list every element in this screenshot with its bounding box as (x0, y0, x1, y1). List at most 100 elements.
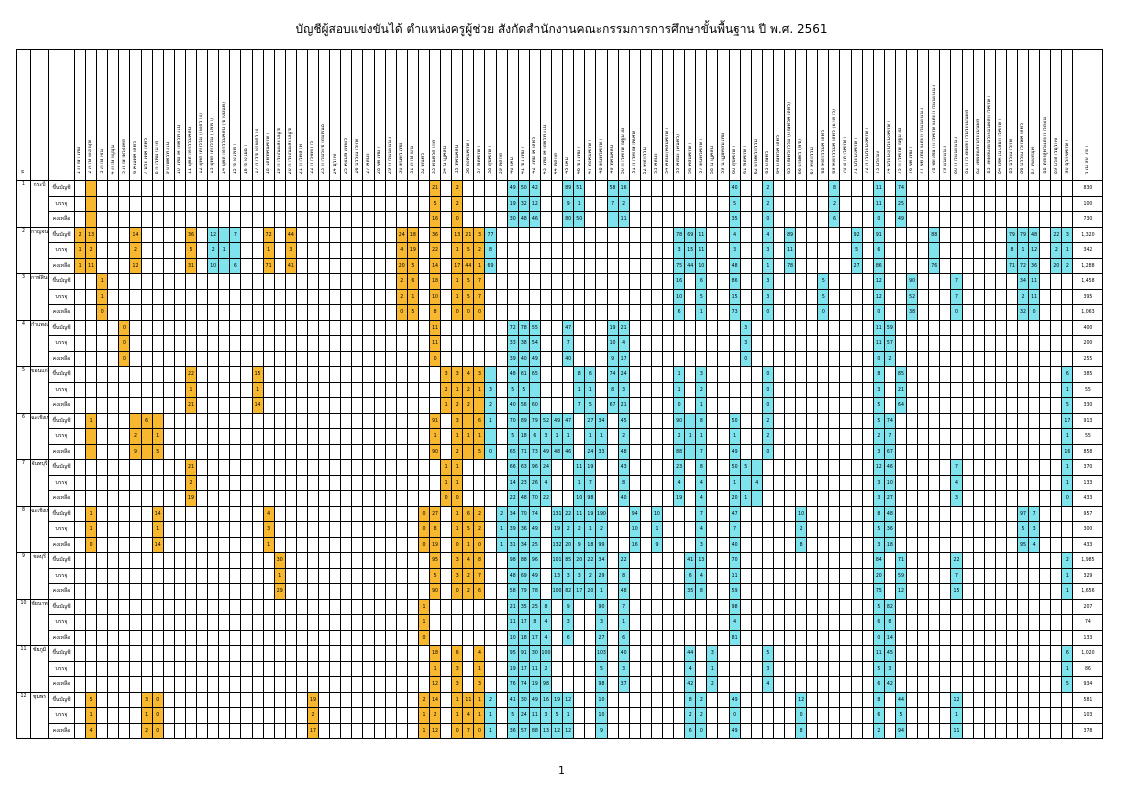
data-cell (628, 242, 641, 259)
data-cell (196, 412, 209, 429)
data-cell: 18 (406, 226, 419, 243)
data-cell (295, 521, 308, 538)
data-cell: 41 (284, 257, 297, 274)
data-cell (362, 257, 375, 274)
data-cell (983, 195, 996, 212)
data-cell (395, 381, 408, 398)
data-cell: 20 (872, 567, 885, 584)
data-cell (462, 645, 475, 662)
data-cell: 7 (562, 335, 575, 352)
data-cell: 89 (517, 412, 530, 429)
data-cell (162, 226, 175, 243)
data-cell (528, 257, 541, 274)
data-cell (584, 707, 597, 724)
data-cell (229, 490, 242, 507)
header-subject: 9 เกษตรทั่วไป (162, 49, 175, 181)
data-cell (661, 459, 675, 476)
data-cell: 5 (872, 521, 885, 538)
data-cell: 44 (684, 645, 697, 662)
data-cell (284, 660, 297, 677)
data-cell (1028, 180, 1041, 197)
data-cell (1050, 273, 1063, 290)
data-cell: 6 (872, 242, 885, 259)
data-cell (196, 304, 209, 321)
data-cell (584, 288, 597, 305)
data-cell (262, 567, 275, 584)
data-cell (1039, 288, 1052, 305)
data-cell: 45 (883, 645, 896, 662)
data-cell (983, 226, 996, 243)
data-cell: 1 (650, 521, 663, 538)
data-cell: 11 (695, 226, 708, 243)
data-cell (983, 443, 996, 460)
data-cell (928, 304, 941, 321)
data-cell (218, 319, 231, 336)
data-cell: 98 (539, 676, 553, 693)
data-cell (251, 629, 264, 646)
data-cell: 71 (517, 443, 530, 460)
data-cell (96, 226, 109, 243)
data-cell (961, 505, 974, 522)
data-cell (85, 443, 98, 460)
data-cell: 7 (950, 567, 963, 584)
data-cell (173, 366, 186, 383)
data-cell: 11 (506, 614, 519, 631)
data-cell: 10 (795, 505, 808, 522)
data-cell (306, 660, 320, 677)
row-type-label: ขึ้นบัญชี (48, 412, 75, 429)
data-cell (795, 381, 808, 398)
data-cell (739, 211, 752, 228)
data-cell (251, 536, 264, 553)
data-cell (739, 226, 752, 243)
data-cell (573, 350, 586, 367)
data-cell (994, 195, 1007, 212)
data-cell (551, 319, 564, 336)
header-subject-label: 88 หลักสูตรและการสอน (1042, 117, 1048, 174)
data-cell (395, 707, 408, 724)
header-subject-label: 71 ประมงศึกษา (853, 137, 859, 174)
data-cell (861, 443, 874, 460)
data-cell (850, 660, 863, 677)
data-cell (306, 676, 320, 693)
data-cell (295, 614, 308, 631)
data-cell (362, 490, 375, 507)
data-cell (828, 536, 841, 553)
data-cell: 52 (906, 288, 919, 305)
header-subject: 64 เกษตรศาสตร์ (772, 49, 786, 181)
data-cell (661, 552, 675, 569)
data-cell (562, 474, 575, 491)
row-total: 86 (1072, 660, 1104, 677)
data-cell (295, 335, 308, 352)
data-cell (351, 180, 364, 197)
data-cell: 82 (562, 583, 575, 600)
data-cell (551, 304, 564, 321)
data-cell (462, 490, 475, 507)
data-cell (196, 490, 209, 507)
data-cell (1039, 211, 1052, 228)
data-cell (162, 366, 175, 383)
data-cell (140, 428, 153, 445)
data-cell: 1 (1061, 381, 1074, 398)
data-cell: 6 (684, 722, 697, 739)
data-cell: 12 (872, 288, 885, 305)
data-cell (1039, 722, 1052, 739)
data-cell (573, 428, 586, 445)
data-cell (129, 490, 142, 507)
data-cell (894, 645, 908, 662)
header-subject: 84 เทคโนโลยีการศึกษา (994, 49, 1007, 181)
data-cell (1050, 459, 1063, 476)
header-subject: 26 บรรณารักษ์ (351, 49, 364, 181)
province-number: 9 (16, 552, 31, 600)
data-cell (850, 645, 863, 662)
header-subject-label: 32 ดนตรี (421, 152, 427, 174)
data-cell (783, 583, 797, 600)
data-cell (584, 645, 597, 662)
data-cell (251, 660, 264, 677)
data-cell (750, 335, 763, 352)
data-cell: 0 (417, 521, 431, 538)
data-cell (218, 645, 231, 662)
data-cell: 20 (562, 536, 575, 553)
data-cell (1039, 257, 1052, 274)
data-cell (129, 273, 142, 290)
data-cell (584, 226, 597, 243)
